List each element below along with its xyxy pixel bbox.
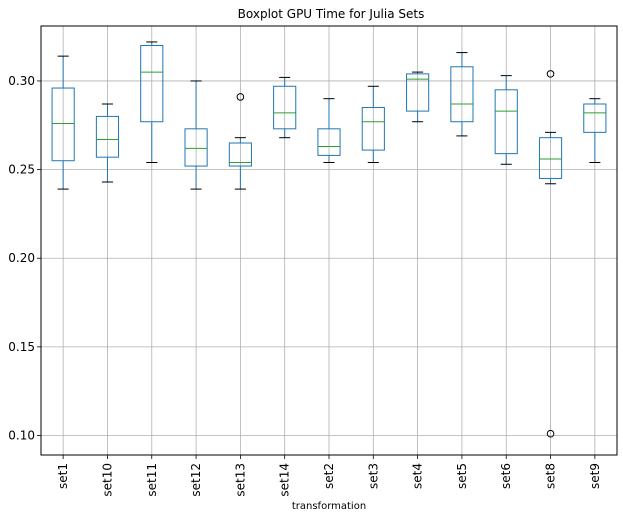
- x-tick-label: set9: [588, 463, 602, 489]
- iqr-box: [317, 128, 341, 156]
- iqr-box: [583, 103, 607, 133]
- box-set6: [494, 75, 518, 165]
- chart-title: Boxplot GPU Time for Julia Sets: [238, 7, 425, 21]
- box-set1: [51, 55, 75, 190]
- x-tick-label: set11: [145, 463, 159, 497]
- iqr-box: [494, 89, 518, 155]
- y-tick-label: 0.10: [8, 429, 35, 443]
- outlier-point: [546, 70, 555, 78]
- iqr-box: [140, 45, 164, 123]
- y-tick-label: 0.25: [8, 163, 35, 177]
- iqr-box: [228, 142, 252, 167]
- boxes: [51, 41, 607, 438]
- box-set9: [583, 98, 607, 163]
- grid: [41, 26, 617, 455]
- box-set11: [140, 41, 164, 163]
- iqr-box: [51, 87, 75, 162]
- iqr-box: [361, 107, 385, 151]
- box-set14: [273, 76, 297, 139]
- iqr-box: [406, 73, 430, 112]
- y-axis: 0.10 0.15 0.20 0.25 0.30: [8, 74, 41, 443]
- y-tick-label: 0.15: [8, 340, 35, 354]
- x-tick-label: set6: [499, 463, 513, 489]
- iqr-box: [538, 137, 563, 179]
- outlier-point: [546, 429, 555, 438]
- box-set3: [361, 85, 385, 163]
- iqr-box: [450, 66, 474, 123]
- box-set10: [95, 103, 120, 183]
- box-set4: [406, 71, 430, 123]
- x-axis-label: transformation: [292, 501, 366, 512]
- box-set5: [450, 52, 474, 137]
- x-tick-label: set2: [322, 463, 336, 489]
- x-tick-label: set10: [100, 463, 114, 497]
- x-tick-label: set1: [56, 463, 70, 489]
- x-axis: set1 set10 set11 set12 set13 set14 set2 set3 set…: [56, 455, 602, 497]
- iqr-box: [273, 85, 297, 130]
- x-tick-label: set8: [544, 463, 558, 489]
- x-tick-label: set13: [233, 463, 247, 497]
- x-tick-label: set12: [189, 463, 203, 497]
- iqr-box: [95, 115, 120, 158]
- y-tick-label: 0.20: [8, 251, 35, 265]
- box-set12: [184, 80, 208, 190]
- outlier-point: [236, 93, 245, 101]
- x-tick-label: set4: [411, 463, 425, 489]
- box-set2: [317, 98, 341, 163]
- x-tick-label: set5: [455, 463, 469, 489]
- x-tick-label: set3: [366, 463, 380, 489]
- y-tick-label: 0.30: [8, 74, 35, 88]
- box-set8: [538, 70, 563, 438]
- box-set13: [228, 93, 252, 190]
- iqr-box: [184, 128, 208, 167]
- x-tick-label: set14: [278, 463, 292, 497]
